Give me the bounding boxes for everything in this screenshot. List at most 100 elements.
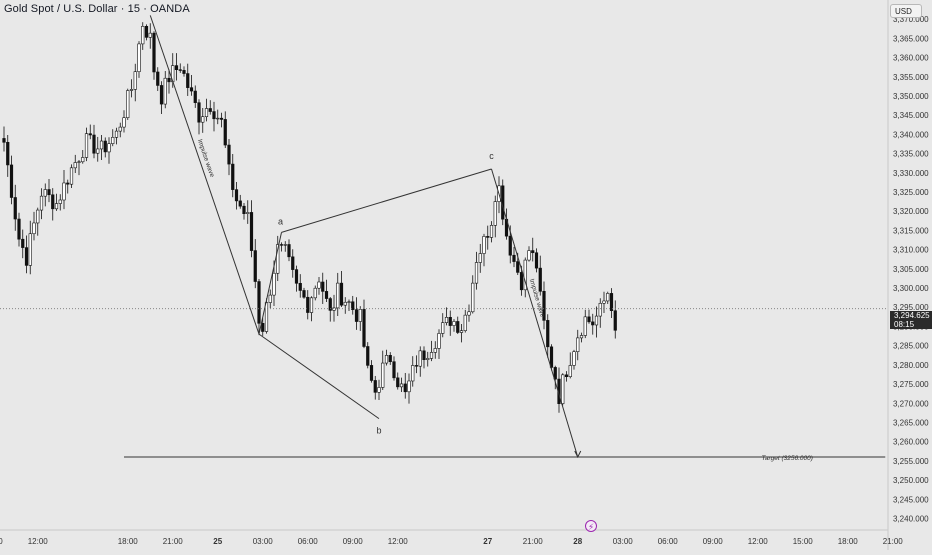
candle-body — [549, 346, 554, 368]
candle-body — [24, 247, 29, 266]
x-tick-label: 18:00 — [118, 537, 139, 546]
candle-body — [583, 316, 587, 336]
candle-body — [81, 157, 85, 163]
candle-body — [227, 144, 231, 165]
x-tick-label: 25 — [213, 537, 222, 546]
candle-body — [527, 250, 531, 261]
wave-label-a: a — [278, 216, 283, 226]
candle-body — [482, 236, 486, 254]
candle-body — [561, 374, 565, 404]
candle-body — [272, 272, 276, 296]
candle-body — [204, 108, 209, 117]
candle-body — [156, 71, 160, 86]
price-axis — [888, 0, 932, 550]
candle-body — [534, 252, 539, 269]
last-price-tag: 3,294.625 08:15 — [890, 311, 932, 329]
x-tick-label: 27 — [483, 537, 492, 546]
candle-body — [351, 301, 355, 310]
candle-body — [579, 335, 584, 339]
candle-body — [602, 300, 606, 304]
candle-body — [148, 32, 152, 38]
candle-body — [321, 281, 325, 292]
candle-body — [542, 291, 546, 321]
candle-body — [553, 367, 557, 380]
candle-body — [144, 26, 149, 38]
candle-body — [39, 195, 44, 211]
x-tick-label: 03:00 — [253, 537, 274, 546]
candle-body — [201, 116, 205, 123]
candle-body — [99, 140, 104, 150]
candle-body — [238, 200, 242, 207]
y-tick-label: 3,285.000 — [893, 342, 929, 351]
candle-body — [114, 130, 119, 138]
wave-label-c: c — [489, 151, 494, 161]
candle-body — [141, 26, 145, 45]
candle-body — [73, 162, 77, 169]
candle-body — [62, 182, 66, 201]
candle-body — [182, 70, 186, 74]
candle-body — [92, 134, 96, 154]
candles — [2, 22, 617, 413]
candle-body — [489, 225, 494, 238]
candle-body — [69, 167, 74, 185]
currency-selector[interactable]: USD — [890, 4, 922, 18]
y-tick-label: 3,300.000 — [893, 284, 929, 293]
x-tick-label: 09:00 — [703, 537, 724, 546]
candle-body — [317, 281, 321, 289]
candle-body — [609, 293, 614, 311]
candle-body — [407, 380, 411, 393]
event-bolt-icon[interactable]: ⚡ — [585, 520, 597, 532]
y-tick-label: 3,330.000 — [893, 169, 929, 178]
y-tick-label: 3,275.000 — [893, 380, 929, 389]
candle-body — [77, 161, 81, 163]
candle-body — [133, 71, 137, 90]
x-tick-label: 21:00 — [163, 537, 184, 546]
candle-body — [493, 201, 497, 226]
candle-body — [208, 108, 212, 112]
candle-body — [459, 330, 464, 333]
candle-body — [531, 250, 535, 254]
y-tick-label: 3,260.000 — [893, 438, 929, 447]
candle-body — [159, 85, 164, 105]
candle-body — [313, 287, 317, 299]
candle-body — [21, 238, 25, 248]
candle-body — [261, 322, 265, 332]
candle-body — [388, 355, 392, 362]
candle-body — [369, 365, 374, 381]
candle-body — [2, 138, 6, 143]
y-tick-label: 3,280.000 — [893, 361, 929, 370]
candle-body — [186, 73, 190, 88]
candle-body — [54, 203, 59, 210]
candle-body — [234, 189, 239, 202]
symbol-title[interactable]: Gold Spot / U.S. Dollar · 15 · OANDA — [4, 3, 190, 15]
candle-body — [231, 163, 235, 190]
y-tick-label: 3,325.000 — [893, 188, 929, 197]
candle-body — [246, 212, 250, 214]
candle-body — [291, 256, 295, 270]
y-tick-label: 3,240.000 — [893, 514, 929, 523]
candle-body — [568, 365, 572, 378]
candle-body — [28, 233, 32, 266]
candle-body — [242, 205, 246, 214]
candle-body — [36, 209, 40, 224]
candle-body — [377, 387, 381, 393]
y-tick-label: 3,265.000 — [893, 418, 929, 427]
candle-body — [516, 261, 520, 273]
y-tick-label: 3,365.000 — [893, 34, 929, 43]
candle-body — [523, 259, 527, 291]
candle-body — [189, 87, 194, 92]
x-tick-label: 12:00 — [388, 537, 409, 546]
candle-body — [384, 355, 389, 364]
candle-body — [302, 290, 306, 298]
candle-body — [411, 365, 415, 382]
candle-body — [66, 182, 70, 185]
candle-body — [88, 133, 92, 136]
candle-body — [429, 352, 434, 359]
y-tick-label: 3,305.000 — [893, 265, 929, 274]
candle-body — [174, 65, 179, 70]
y-tick-label: 3,335.000 — [893, 150, 929, 159]
candle-body — [358, 309, 362, 322]
last-price-value: 3,294.625 — [894, 311, 930, 320]
